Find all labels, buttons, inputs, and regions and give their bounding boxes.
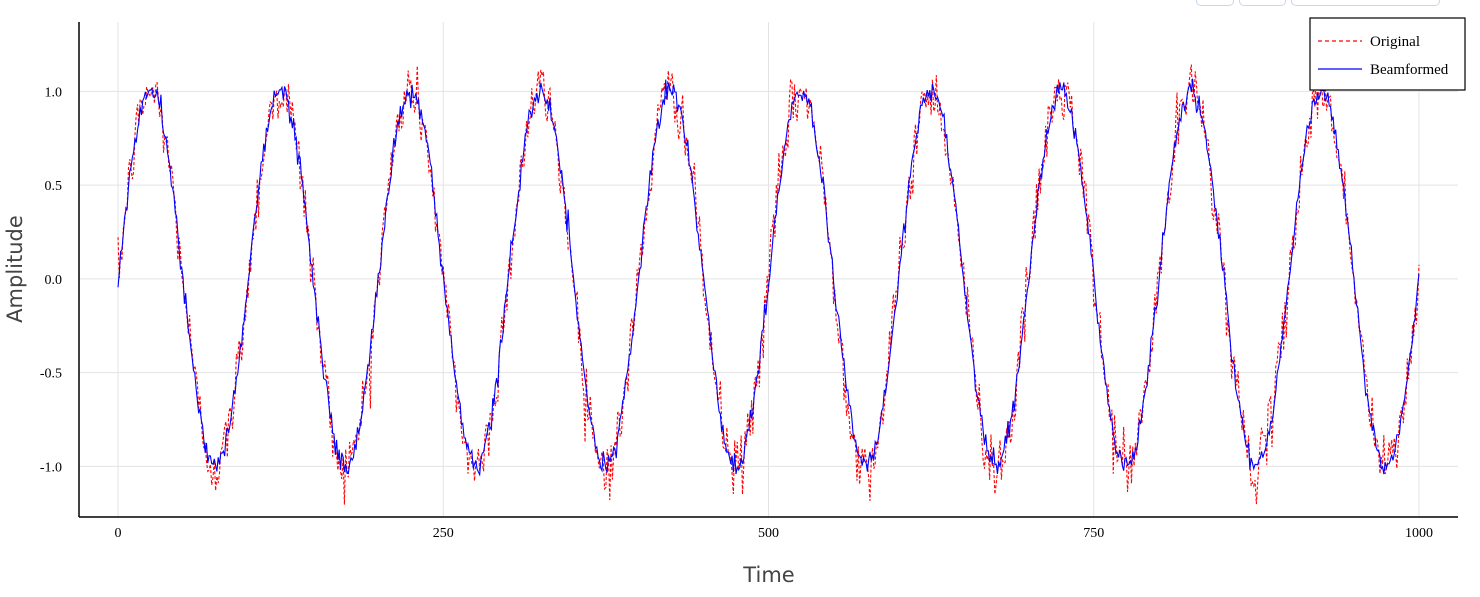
- y-axis-title: Amplitude: [3, 215, 27, 323]
- legend-label-beamformed: Beamformed: [1370, 62, 1449, 78]
- y-tick-label: 0.0: [45, 273, 63, 288]
- series-group: [117, 64, 1420, 505]
- x-tick-label: 0: [115, 526, 122, 541]
- legend: Original Beamformed: [1309, 17, 1466, 91]
- x-tick-label: 250: [433, 526, 454, 541]
- x-tick-label: 500: [758, 526, 779, 541]
- toolbar-button-2[interactable]: [1239, 0, 1286, 6]
- y-tick-labels: 1.0 0.5 0.0 -0.5 -1.0: [40, 85, 62, 475]
- grid-lines: [79, 22, 1458, 517]
- toolbar-button-1[interactable]: [1196, 0, 1234, 6]
- series-line-beamformed: [117, 78, 1420, 477]
- x-tick-labels: 0 250 500 750 1000: [115, 526, 1433, 541]
- y-tick-label: -0.5: [40, 367, 62, 382]
- x-axis-title: Time: [742, 563, 794, 587]
- y-tick-label: 1.0: [45, 85, 63, 100]
- axes: [78, 22, 1458, 518]
- toolbar-button-3[interactable]: [1291, 0, 1440, 6]
- x-tick-label: 1000: [1405, 526, 1433, 541]
- x-tick-label: 750: [1083, 526, 1104, 541]
- legend-label-original: Original: [1370, 34, 1420, 50]
- legend-box: [1309, 17, 1466, 91]
- y-tick-label: 0.5: [45, 179, 63, 194]
- y-tick-label: -1.0: [40, 460, 62, 475]
